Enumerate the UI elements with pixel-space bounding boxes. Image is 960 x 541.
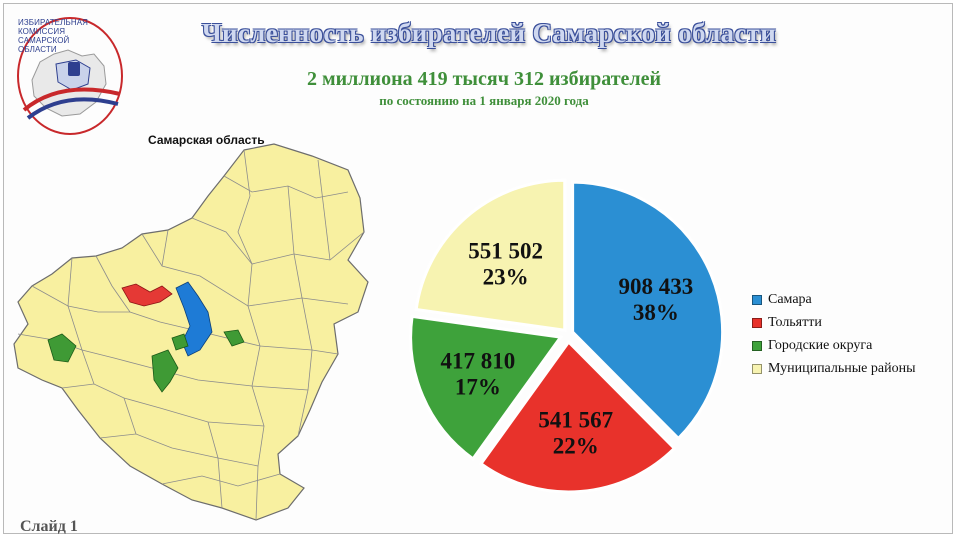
election-commission-logo: Избирательная комиссия Самарской области [10,10,128,138]
slice-value-label: 908 433 [618,274,693,299]
legend-item: Городские округа [752,334,916,357]
slice-percent-label: 17% [455,375,501,400]
as-of-date: по состоянию на 1 января 2020 года [379,93,589,108]
slide-frame: Избирательная комиссия Самарской области… [3,3,953,536]
slice-percent-label: 38% [633,300,679,325]
legend-swatch [752,317,762,328]
pie-slice [409,314,564,461]
pie-slices [409,178,725,494]
slice-percent-label: 22% [553,434,599,459]
legend-item: Тольятти [752,311,916,334]
logo-emblem [17,17,123,135]
logo-line: Избирательная [18,18,89,27]
logo-line: области [18,45,57,54]
legend-item: Самара [752,288,916,311]
legend-swatch [752,363,762,374]
page-title: Численность избирателей Самарской област… [201,18,777,48]
legend-label: Муниципальные районы [768,360,916,376]
legend-swatch [752,294,762,305]
pie-slice [478,339,677,494]
legend-label: Городские округа [768,337,873,353]
pie-slice [571,180,725,441]
slice-value-label: 417 810 [441,349,516,374]
region-map-drawing [13,143,369,521]
legend-label: Тольятти [768,314,822,330]
logo-line: Самарской [18,36,70,45]
pie-slice [414,178,567,332]
logo-line: комиссия [18,27,66,36]
region-map [12,136,382,536]
slice-value-label: 541 567 [538,408,613,433]
legend-swatch [752,340,762,351]
logo-text: Избирательная комиссия Самарской области [18,18,94,54]
slide-number: Слайд 1 [20,518,78,535]
chart-legend: Самара Тольятти Городские округа Муниципаль… [752,288,916,380]
slice-value-label: 551 502 [468,238,543,263]
slice-percent-label: 23% [483,264,529,289]
legend-item: Муниципальные районы [752,357,916,380]
voters-total: 2 миллиона 419 тысяч 312 избирателей [306,68,662,90]
legend-label: Самара [768,291,812,307]
map-title: Самарская область [148,133,265,147]
